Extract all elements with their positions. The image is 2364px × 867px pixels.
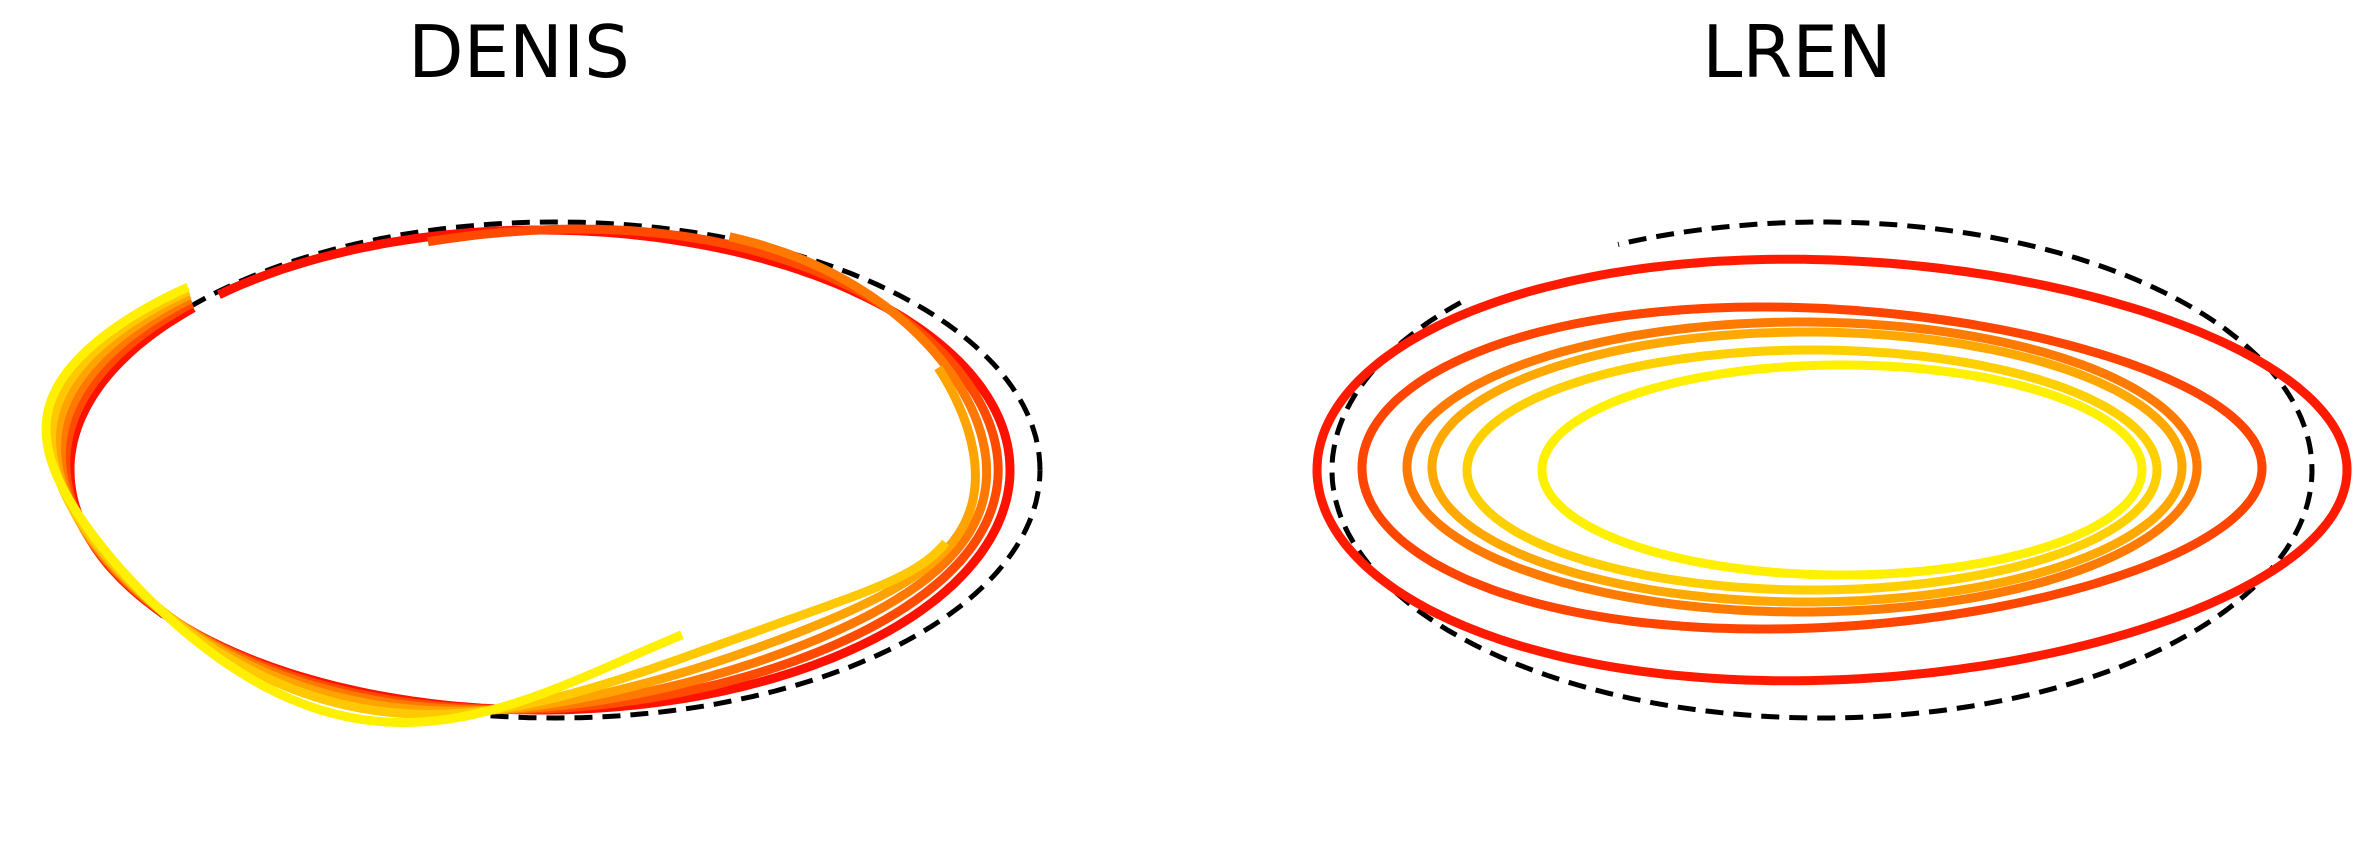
lren-target-curve <box>1329 219 2315 721</box>
lren-panel: LREN <box>1182 0 2364 867</box>
denis-series-curve-5 <box>47 286 950 719</box>
lren-title: LREN <box>1702 10 1892 94</box>
lren-series-curve-3 <box>1402 317 2202 617</box>
denis-series-curve-6 <box>41 283 684 727</box>
lren-series-curve-6 <box>1537 360 2147 580</box>
lren-series-curve-1 <box>1312 254 2352 686</box>
denis-series-curve-4 <box>52 290 980 716</box>
denis-title: DENIS <box>408 10 630 94</box>
lren-series-curve-5 <box>1462 345 2162 595</box>
denis-panel: DENIS <box>41 10 1043 727</box>
lren-series-curve-4 <box>1427 327 2187 607</box>
lren-series-curve-2 <box>1357 302 2267 634</box>
denis-plot <box>41 219 1043 727</box>
lren-plot <box>1312 219 2352 721</box>
